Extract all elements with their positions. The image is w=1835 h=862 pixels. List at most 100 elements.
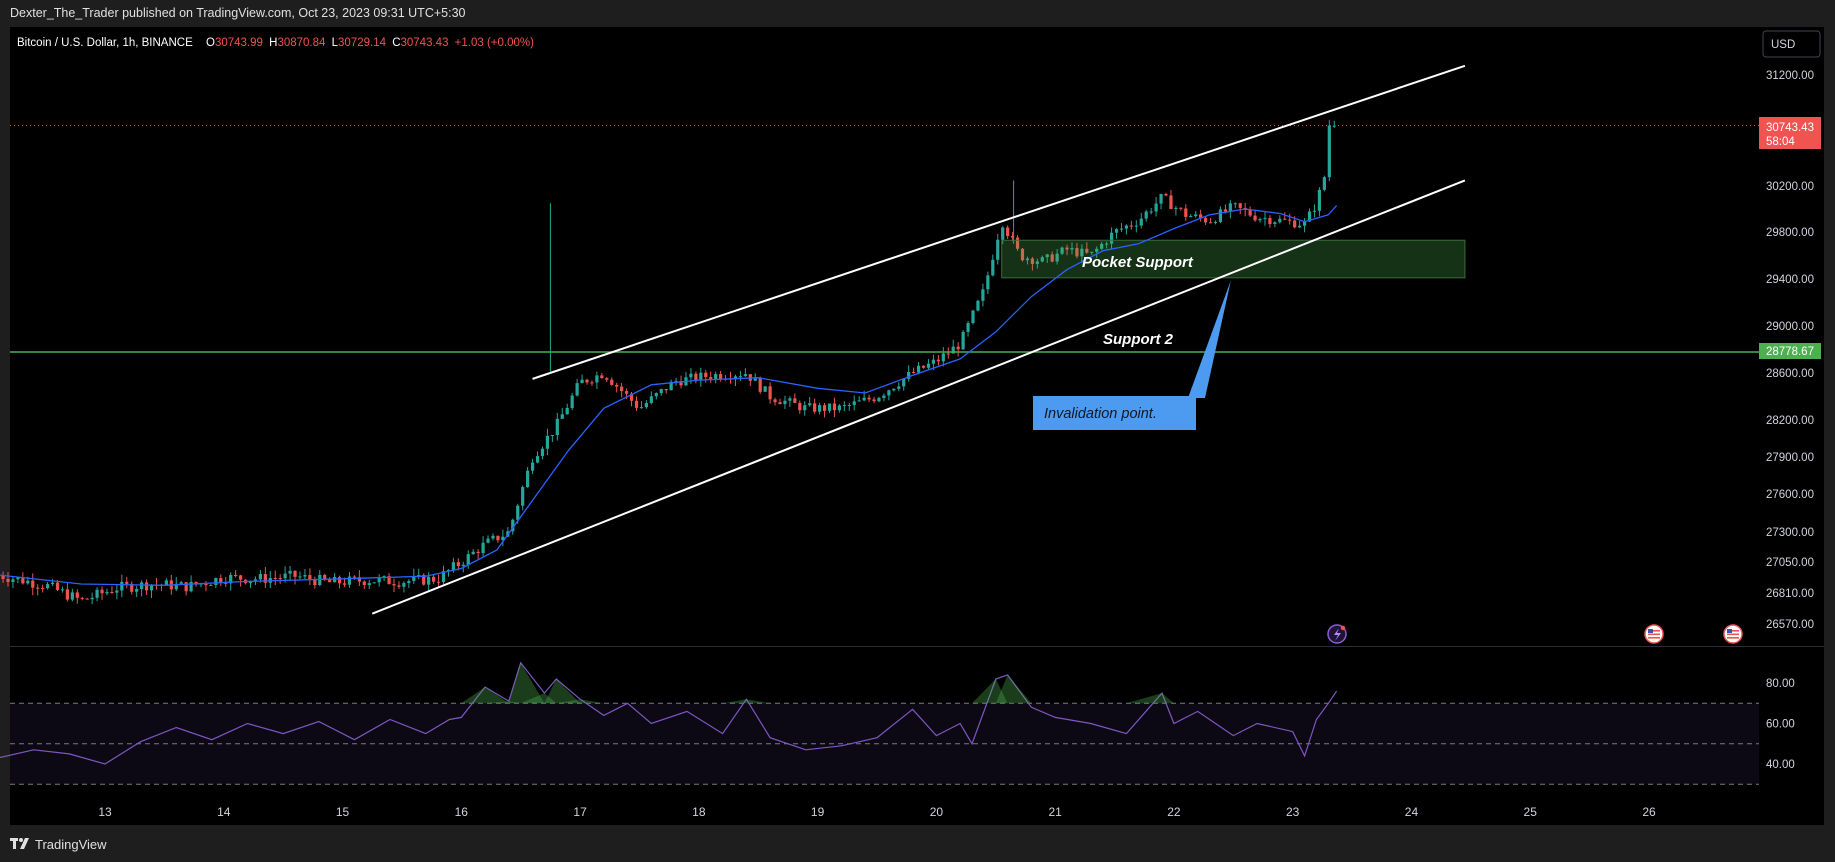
candle-body	[827, 403, 832, 411]
candle-body	[1055, 253, 1059, 262]
candle-body	[65, 589, 69, 600]
candle-body	[1105, 243, 1109, 245]
candle-body	[941, 353, 945, 362]
candle-body	[298, 576, 302, 578]
candle-body	[407, 580, 411, 584]
candle-body	[342, 583, 347, 585]
candle-body	[936, 359, 940, 362]
candle-body	[580, 379, 584, 384]
candle-body	[535, 456, 540, 463]
candle-body	[115, 590, 119, 593]
candle-body	[1203, 217, 1208, 223]
price-tick-label: 29000.00	[1766, 321, 1814, 333]
candle-body	[184, 582, 188, 592]
candle-body	[466, 554, 470, 565]
candle-body	[659, 389, 663, 394]
candle-body	[1080, 248, 1084, 257]
candle-body	[417, 574, 421, 577]
candle-body	[140, 582, 144, 589]
rsi-overbought-fill	[1126, 693, 1174, 704]
candle-body	[1134, 225, 1138, 227]
us-flag-event-icon[interactable]	[1644, 624, 1664, 644]
candle-body	[1060, 247, 1064, 254]
candle-body	[511, 519, 515, 532]
candle-body	[273, 578, 277, 580]
candle-body	[1228, 203, 1232, 212]
candle-body	[996, 239, 1000, 260]
candle-body	[1119, 228, 1124, 230]
candle-body	[357, 577, 361, 582]
candle-body	[476, 551, 480, 554]
candle-body	[323, 574, 327, 580]
candle-body	[738, 376, 743, 378]
time-tick-label: 18	[692, 805, 706, 819]
candle-body	[456, 562, 460, 567]
candle-body	[95, 589, 99, 598]
candle-body	[887, 390, 891, 396]
candle-body	[649, 396, 653, 404]
candle-body	[16, 577, 20, 580]
support-2-label: Support 2	[1103, 331, 1174, 348]
candle-body	[763, 386, 767, 392]
candle-body	[11, 579, 15, 582]
candle-body	[689, 373, 693, 378]
candle-body	[1278, 218, 1282, 223]
rsi-tick-label: 80.00	[1766, 678, 1795, 690]
candle-body	[451, 562, 455, 571]
candle-body	[397, 585, 401, 587]
candle-body	[550, 435, 554, 437]
candle-body	[783, 400, 787, 405]
candle-body	[1208, 222, 1213, 224]
candle-body	[1001, 227, 1005, 240]
currency-button[interactable]: USD	[1762, 30, 1821, 58]
rsi-overbought-fill	[556, 699, 604, 704]
candle-body	[431, 576, 436, 582]
candle-body	[862, 397, 866, 401]
candle-body	[669, 381, 673, 391]
candle-body	[679, 381, 683, 386]
candle-body	[907, 372, 911, 379]
candle-body	[545, 435, 550, 449]
invalidation-label: Invalidation point.	[1044, 406, 1157, 422]
time-tick-label: 19	[811, 805, 825, 819]
candle-body	[258, 573, 262, 580]
time-tick-label: 17	[573, 805, 587, 819]
candle-body	[26, 580, 30, 584]
candle-body	[961, 331, 965, 350]
candle-body	[1144, 211, 1148, 219]
chart-canvas: 31200.00 30200.00 29800.00 29400.00 29000.00…	[0, 27, 1824, 825]
candle-body	[189, 581, 193, 592]
candle-body	[585, 379, 589, 383]
last-price-value: 30743.43	[1766, 122, 1814, 134]
candle-body	[362, 581, 366, 586]
candle-body	[530, 462, 535, 471]
candle-body	[921, 365, 926, 368]
candles-layer	[1, 119, 1336, 605]
candle-body	[926, 363, 931, 368]
candle-body	[1223, 209, 1227, 212]
candle-body	[822, 405, 827, 411]
candle-body	[857, 400, 861, 402]
us-flag-event-icon-2[interactable]	[1723, 624, 1743, 644]
lightning-event-icon[interactable]	[1327, 624, 1347, 644]
candle-body	[758, 377, 762, 392]
candle-body	[709, 377, 713, 379]
candle-body	[1302, 221, 1307, 226]
candle-body	[971, 310, 975, 323]
candle-body	[1199, 214, 1203, 218]
candle-body	[624, 391, 629, 394]
pocket-support-label: Pocket Support	[1082, 254, 1194, 271]
candle-body	[75, 592, 79, 598]
candle-body	[1030, 258, 1034, 264]
candle-body	[1139, 218, 1143, 226]
candle-body	[100, 589, 104, 594]
overlay-layer	[0, 64, 1759, 615]
candle-body	[590, 382, 594, 384]
candle-body	[916, 365, 921, 373]
candle-body	[1085, 248, 1089, 253]
candle-body	[867, 397, 871, 400]
candle-body	[293, 570, 297, 577]
candle-body	[1090, 251, 1094, 253]
time-tick-label: 20	[930, 805, 944, 819]
time-tick-label: 14	[217, 805, 231, 819]
